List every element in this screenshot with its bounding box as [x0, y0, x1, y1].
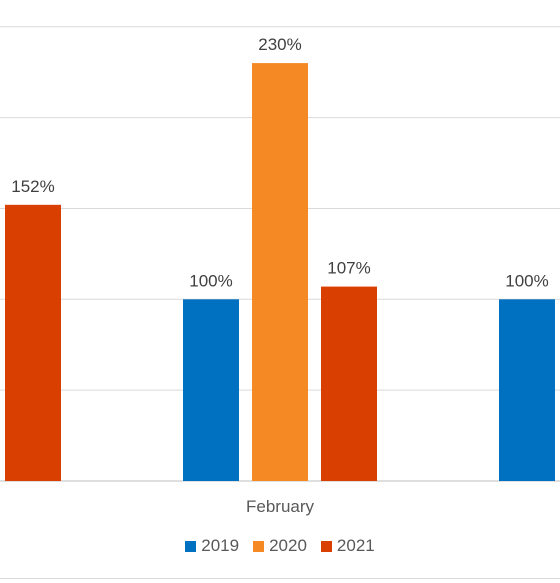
bar-2021-cat1[interactable]: [321, 286, 377, 481]
bar-2020-cat1[interactable]: [252, 63, 308, 482]
legend-label-2020: 2020: [269, 536, 307, 555]
legend-label-2019: 2019: [201, 536, 240, 555]
category-label-february: February: [246, 497, 315, 516]
legend-item-2020[interactable]: 2020: [253, 536, 307, 556]
legend: 2019 2020 2021: [0, 536, 560, 556]
data-label-2020-cat1: 230%: [258, 35, 301, 54]
data-label-2019-cat1: 100%: [189, 271, 232, 290]
data-label-2019-cat2: 100%: [505, 271, 548, 290]
data-labels: 100% 100% 230% 152% 107%: [11, 35, 548, 290]
legend-label-2021: 2021: [336, 536, 375, 555]
bar-2019-cat1[interactable]: [183, 299, 239, 481]
bar-2019-cat2[interactable]: [499, 299, 555, 481]
legend-swatch-2019: [185, 540, 197, 552]
bottom-border: [0, 578, 560, 579]
bar-2021-cat0[interactable]: [5, 204, 61, 482]
bars: [5, 63, 555, 482]
legend-swatch-2020: [253, 540, 265, 552]
legend-item-2019[interactable]: 2019: [185, 536, 239, 556]
data-label-2021-cat0: 152%: [11, 177, 54, 196]
legend-swatch-2021: [320, 540, 332, 552]
legend-item-2021[interactable]: 2021: [320, 536, 375, 556]
data-label-2021-cat1: 107%: [327, 259, 370, 278]
